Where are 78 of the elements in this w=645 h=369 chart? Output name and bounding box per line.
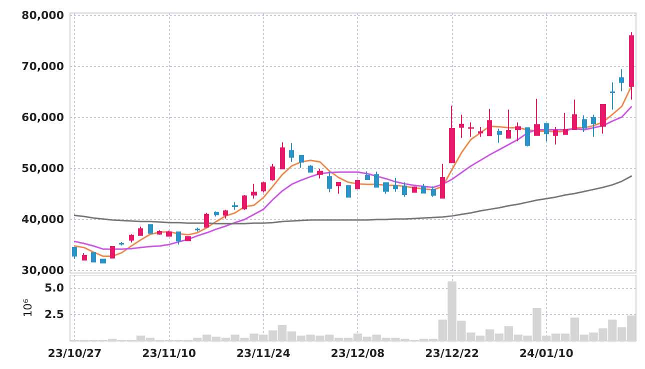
x-tick-label: 23/12/22 <box>425 347 480 360</box>
candlestick <box>157 230 162 236</box>
candlestick <box>308 164 313 174</box>
candlestick <box>412 186 417 193</box>
x-tick-label: 23/11/10 <box>142 347 196 360</box>
candlestick <box>619 68 624 92</box>
y-tick-label: 30,000 <box>22 264 64 277</box>
candlestick <box>629 32 634 100</box>
y-tick-label: 40,000 <box>22 213 64 226</box>
candlestick <box>497 128 502 144</box>
candlestick <box>232 202 238 210</box>
y-tick-label: 5.0 <box>44 281 64 294</box>
candlestick <box>600 104 606 134</box>
candlestick <box>129 234 134 243</box>
candlestick <box>449 105 455 164</box>
y-tick-label: 80,000 <box>22 9 64 22</box>
candlestick <box>176 231 181 245</box>
line-series <box>74 175 632 224</box>
candlestick <box>591 114 596 138</box>
candlestick <box>119 241 124 246</box>
candlestick <box>242 194 247 210</box>
candlestick <box>251 183 257 200</box>
candlestick <box>110 246 115 259</box>
candlestick <box>421 183 426 194</box>
candlestick <box>515 122 521 142</box>
candlestick <box>610 82 615 110</box>
candlestick <box>204 212 209 228</box>
candlestick <box>365 170 370 180</box>
candlestick <box>506 109 511 139</box>
candlestick <box>148 224 153 234</box>
candlestick <box>383 182 389 194</box>
candlestick <box>487 108 492 136</box>
candlestick <box>336 182 341 194</box>
candlestick <box>459 114 464 138</box>
candlestick <box>534 98 540 136</box>
candlestick <box>544 122 549 142</box>
x-tick-label: 24/01/10 <box>519 347 574 360</box>
candlestick <box>91 252 96 263</box>
candlestick <box>355 179 360 190</box>
candlestick <box>317 168 323 179</box>
candlestick <box>563 112 568 135</box>
candlestick <box>100 258 106 264</box>
candlestick <box>402 182 407 198</box>
candlestick <box>478 126 483 138</box>
x-tick-label: 23/12/08 <box>330 347 385 360</box>
candlestick <box>431 186 436 198</box>
candlestick <box>138 226 143 236</box>
y-tick-label: 2.5 <box>44 308 64 321</box>
candlestick <box>327 171 332 193</box>
candlestick <box>223 209 228 219</box>
candlestick <box>261 181 266 193</box>
candlestick <box>525 126 530 147</box>
line-series <box>74 86 632 257</box>
candlestick <box>468 122 474 138</box>
line-series <box>74 106 632 250</box>
candlestick <box>72 246 77 260</box>
candlestick <box>440 163 445 200</box>
candlestick <box>299 154 304 168</box>
x-tick-label: 23/10/27 <box>48 347 102 360</box>
candlestick <box>185 236 191 242</box>
y-tick-label: 60,000 <box>22 111 64 124</box>
candlestick <box>393 177 398 192</box>
x-tick-label: 23/11/24 <box>236 347 291 360</box>
candlestick <box>270 163 275 182</box>
candlestick <box>374 171 379 188</box>
y-axis-title: 10⁶ <box>22 298 35 318</box>
candlestick <box>166 230 172 237</box>
candlestick <box>289 142 294 162</box>
candlestick <box>346 184 351 198</box>
y-tick-label: 70,000 <box>22 60 64 74</box>
candlestick <box>582 114 587 133</box>
candlestick <box>82 252 87 261</box>
candlestick <box>553 126 558 146</box>
candlestick <box>195 227 200 232</box>
y-tick-label: 50,000 <box>22 162 64 176</box>
candlestick <box>572 99 577 130</box>
candlestick <box>214 210 219 217</box>
candlestick <box>280 142 285 170</box>
